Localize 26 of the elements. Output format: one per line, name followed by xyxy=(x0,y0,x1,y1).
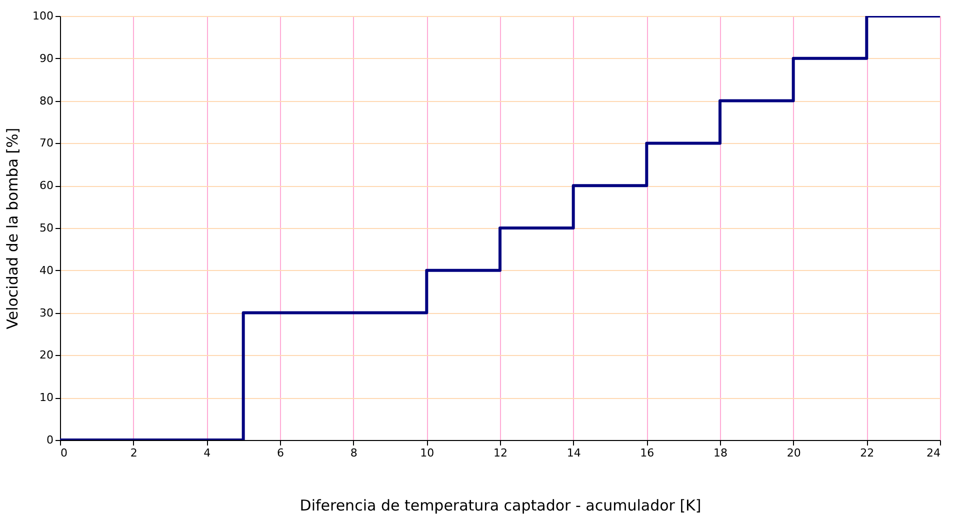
x-tick-label: 16 xyxy=(640,446,654,460)
y-tick-label: 90 xyxy=(40,52,54,65)
x-tick-label: 22 xyxy=(860,446,874,460)
y-tick-label: 60 xyxy=(40,179,54,192)
x-tick-label: 14 xyxy=(566,446,581,460)
y-tick-label: 70 xyxy=(40,136,54,150)
y-axis-title: Velocidad de la bomba [%] xyxy=(4,128,22,330)
x-tick-label: 18 xyxy=(714,446,728,460)
x-tick-label: 2 xyxy=(130,446,138,460)
y-tick-label: 40 xyxy=(40,264,54,277)
x-tick-label: 24 xyxy=(926,446,940,460)
x-tick-label: 8 xyxy=(350,446,358,460)
y-tick-label: 0 xyxy=(46,434,54,446)
y-tick-label: 80 xyxy=(40,94,54,108)
x-tick-label: 4 xyxy=(204,446,211,460)
x-tick-label: 12 xyxy=(494,446,508,460)
y-tick-label: 20 xyxy=(40,348,54,362)
y-tick-label: 50 xyxy=(40,222,54,234)
x-tick-label: 0 xyxy=(60,446,68,460)
x-tick-label: 6 xyxy=(277,446,284,460)
y-tick-label: 30 xyxy=(40,306,54,320)
y-tick-label: 100 xyxy=(32,10,54,22)
x-tick-label: 20 xyxy=(786,446,801,460)
x-axis-title: Diferencia de temperatura captador - acumulador [K] xyxy=(300,496,702,514)
y-tick-label: 10 xyxy=(40,391,54,404)
x-tick-label: 10 xyxy=(420,446,434,460)
